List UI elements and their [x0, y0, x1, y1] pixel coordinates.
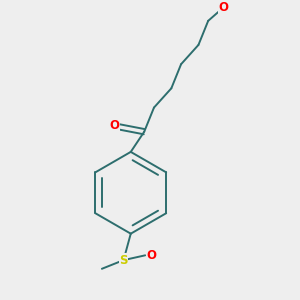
- Text: O: O: [110, 119, 119, 132]
- Text: S: S: [119, 254, 128, 267]
- Text: O: O: [146, 249, 156, 262]
- Text: O: O: [219, 1, 229, 14]
